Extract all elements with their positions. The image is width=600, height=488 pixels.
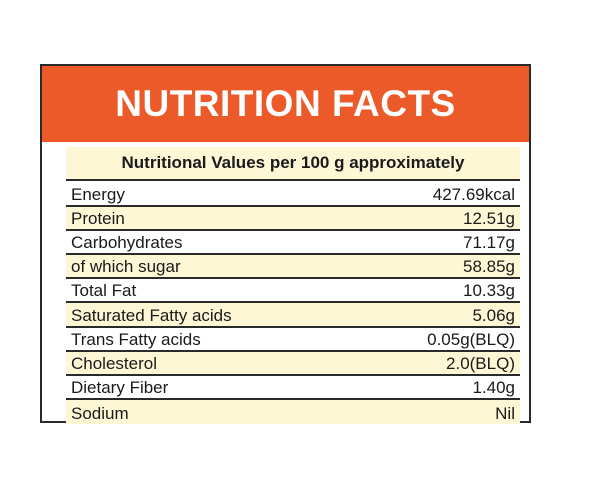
nutrient-label: Saturated Fatty acids: [71, 305, 232, 325]
table-row: Protein 12.51g: [66, 207, 520, 232]
table-row: Saturated Fatty acids 5.06g: [66, 303, 520, 328]
nutrient-label: Total Fat: [71, 281, 137, 301]
nutrient-value: 0.05g(BLQ): [427, 329, 515, 349]
header-banner: NUTRITION FACTS: [42, 66, 529, 142]
table-row: Sodium Nil: [66, 399, 520, 424]
table-row: Trans Fatty acids 0.05g(BLQ): [66, 327, 520, 352]
nutrient-value: 1.40g: [472, 377, 515, 397]
table-row: Dietary Fiber 1.40g: [66, 375, 520, 400]
table-row: Energy 427.69kcal: [66, 183, 520, 208]
nutrient-label: Dietary Fiber: [71, 377, 169, 397]
nutrient-value: 427.69kcal: [432, 185, 515, 205]
table-row: Total Fat 10.33g: [66, 279, 520, 304]
subtitle: Nutritional Values per 100 g approximate…: [66, 147, 520, 181]
nutrient-value: 2.0(BLQ): [446, 353, 515, 373]
nutrient-value: 71.17g: [463, 233, 515, 253]
nutrient-label: Trans Fatty acids: [71, 329, 201, 349]
nutrient-value: 58.85g: [463, 257, 515, 277]
nutrient-value: 5.06g: [472, 305, 515, 325]
table-row: Carbohydrates 71.17g: [66, 231, 520, 256]
nutrient-label: Energy: [71, 185, 125, 205]
table-row: of which sugar 58.85g: [66, 255, 520, 280]
nutrient-value: 10.33g: [463, 281, 515, 301]
nutrient-label: Protein: [71, 209, 125, 229]
nutrient-label: Carbohydrates: [71, 233, 183, 253]
nutrient-label: Cholesterol: [71, 353, 157, 373]
nutrient-value: 12.51g: [463, 209, 515, 229]
nutrient-label: of which sugar: [71, 257, 181, 277]
nutrition-facts-panel: NUTRITION FACTS Nutritional Values per 1…: [40, 64, 531, 424]
nutrient-label: Sodium: [71, 403, 129, 423]
table-row: Cholesterol 2.0(BLQ): [66, 351, 520, 376]
page-title: NUTRITION FACTS: [115, 83, 456, 124]
nutrient-value: Nil: [495, 403, 515, 423]
nutrition-table: Energy 427.69kcal Protein 12.51g Carbohy…: [66, 183, 520, 424]
